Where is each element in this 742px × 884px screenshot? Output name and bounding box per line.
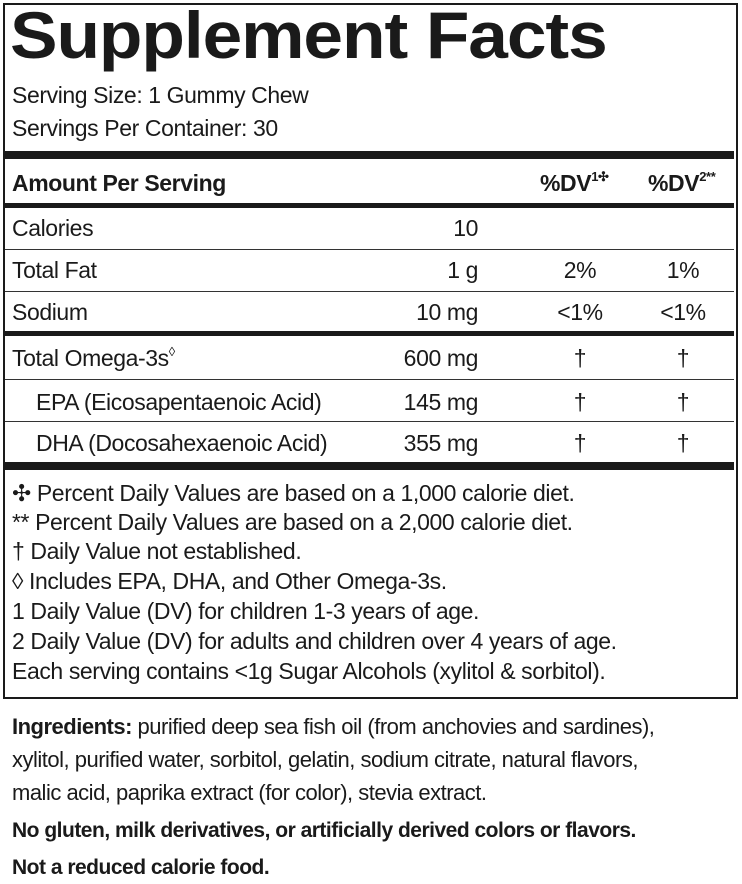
divider-thin [5,379,734,380]
dv2-header: %DV2** [648,169,716,196]
footnote: 1 Daily Value (DV) for children 1-3 year… [12,598,480,624]
footnote: ◊ Includes EPA, DHA, and Other Omega-3s. [12,568,447,594]
dv2-label: %DV [648,170,700,196]
nutrient-name-text: Total Omega-3s [12,345,169,371]
dv1-label: %DV [540,170,592,196]
divider-medium [5,203,734,208]
allergen-statement: No gluten, milk derivatives, or artifici… [12,819,636,842]
footnote: ** Percent Daily Values are based on a 2… [12,509,573,535]
nutrient-name-sup: ◊ [168,344,175,359]
footnote: Each serving contains <1g Sugar Alcohols… [12,658,606,684]
divider-thick [5,462,734,470]
dv1-sup: 1✣ [591,169,609,184]
footnote: ✣ Percent Daily Values are based on a 1,… [12,480,575,506]
nutrient-dv2: † [676,389,690,415]
nutrient-dv1: † [573,430,587,456]
servings-per-container: Servings Per Container: 30 [12,115,278,141]
ingredients-line: malic acid, paprika extract (for color),… [12,780,487,805]
dv2-sup: 2** [699,169,716,184]
nutrient-dv1: <1% [557,299,603,325]
ingredients-line: xylitol, purified water, sorbitol, gelat… [12,747,638,772]
nutrient-name: Sodium [12,299,88,325]
nutrient-dv2: † [676,430,690,456]
nutrient-dv1: † [573,389,587,415]
panel-title: Supplement Facts [10,0,608,72]
footnote: † Daily Value not established. [12,538,302,564]
nutrient-amount: 1 g [447,257,478,283]
dv1-header: %DV1✣ [540,169,609,196]
nutrient-name: Total Fat [12,257,97,283]
divider-thin [5,421,734,422]
nutrient-amount: 145 mg [403,389,479,415]
serving-size: Serving Size: 1 Gummy Chew [12,82,309,108]
nutrient-dv2: † [676,345,690,371]
supplement-facts-panel [3,3,738,699]
nutrient-name: Total Omega-3s◊ [12,344,175,371]
ingredients-text: purified deep sea fish oil (from anchovi… [131,714,655,739]
amount-per-serving-header: Amount Per Serving [12,170,226,196]
nutrient-dv2: <1% [660,299,706,325]
calorie-statement: Not a reduced calorie food. [12,856,270,879]
nutrient-dv1: † [573,345,587,371]
divider-thick [5,151,734,159]
nutrient-dv2: 1% [666,257,700,283]
footnote: 2 Daily Value (DV) for adults and childr… [12,628,617,654]
nutrient-dv1: 2% [563,257,597,283]
nutrient-amount: 10 [453,215,478,241]
divider-thin [5,291,734,292]
nutrient-amount: 10 mg [416,299,478,325]
divider-thin [5,249,734,250]
nutrient-name: EPA (Eicosapentaenoic Acid) [36,389,322,415]
nutrient-name: DHA (Docosahexaenoic Acid) [36,430,328,456]
nutrient-name: Calories [12,215,94,241]
nutrient-amount: 600 mg [403,345,479,371]
ingredients-label: Ingredients: [12,714,132,739]
divider-medium [5,331,734,336]
nutrient-amount: 355 mg [403,430,479,456]
ingredients-line: Ingredients: purified deep sea fish oil … [12,714,655,739]
